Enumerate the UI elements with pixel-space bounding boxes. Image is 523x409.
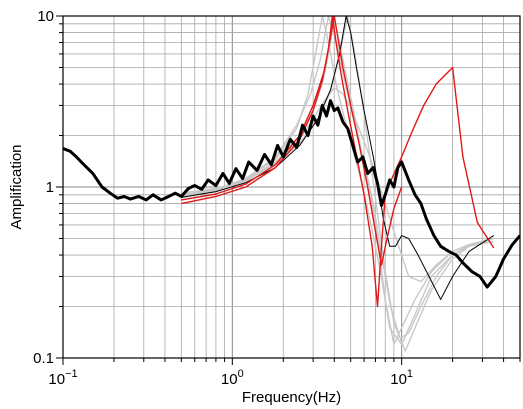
black-model-line [181,16,495,300]
observed-amplification-line [63,99,520,289]
x-tick-label: 100 [221,368,244,388]
x-axis-title: Frequency(Hz) [242,389,341,406]
x-tick-label: 10−1 [48,368,77,388]
y-tick-label: 1 [46,179,54,196]
x-tick-label: 101 [390,368,413,388]
tick-labels: 10−1 100 101 0.1 1 10 [33,8,413,388]
y-tick-label: 0.1 [33,350,54,367]
grid [62,15,521,359]
series-layer [63,16,520,352]
y-tick-label: 10 [37,8,54,25]
red-model-line [181,16,403,266]
tick-marks [56,15,521,365]
red-model-line [181,16,495,308]
y-axis-title: Amplification [8,144,25,229]
